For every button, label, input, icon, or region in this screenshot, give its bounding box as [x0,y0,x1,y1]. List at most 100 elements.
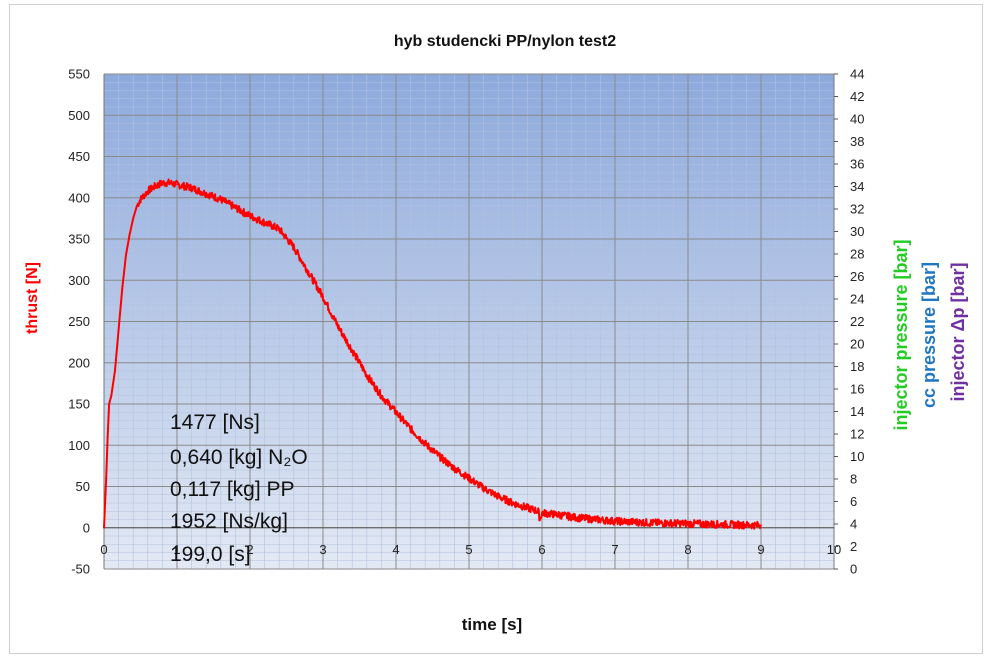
y2-axis-title-injector-pressure: injector pressure [bar] [891,239,911,430]
y2-tick-label: 14 [850,404,864,419]
x-tick-label: 5 [465,542,472,557]
series-point [511,502,514,504]
series-point [541,512,543,514]
y2-axis-title-injector-dp: injector Δp [bar] [948,263,968,402]
x-tick-label: 0 [100,542,107,557]
series-point [103,526,105,529]
x-tick-label: 7 [611,542,618,557]
y2-tick-label: 16 [850,382,864,397]
y2-tick-label: 30 [850,224,864,239]
series-point [205,192,208,195]
y-tick-label: 0 [83,520,90,535]
y-tick-label: 450 [68,149,90,164]
series-point [555,513,558,516]
series-point [110,394,113,397]
y-tick-label: 200 [68,355,90,370]
series-point [176,183,178,186]
series-point [161,182,164,184]
series-point [453,467,456,470]
y2-tick-label: 34 [850,179,864,194]
y-tick-label: -50 [71,562,90,577]
series-point [468,477,470,480]
series-point [117,328,120,331]
series-point [365,374,368,377]
y2-tick-label: 44 [850,67,864,82]
series-point [650,521,653,524]
y-axis-title: thrust [N] [24,262,41,334]
series-point [723,523,726,526]
series-point [687,522,689,525]
series-point [168,182,171,184]
series-point [307,271,310,273]
series-point [125,254,127,257]
y2-tick-label: 4 [850,517,857,532]
series-point [292,246,295,249]
y-tick-label: 350 [68,232,90,247]
series-point [278,228,281,231]
series-point [380,394,383,397]
y-tick-label: 500 [68,108,90,123]
y2-tick-label: 26 [850,269,864,284]
y-tick-label: 250 [68,314,90,329]
y2-tick-label: 20 [850,337,864,352]
series-point [526,507,529,509]
series-point [128,233,131,236]
x-axis-title: time [s] [462,615,522,634]
y-tick-label: 400 [68,190,90,205]
annotation-total-impulse: 1477 [Ns] [170,411,260,434]
series-point [322,295,324,298]
series-layer [103,178,762,530]
x-tick-labels: 0 1 2 3 4 5 6 7 8 9 10 [100,542,841,557]
series-point [497,495,500,498]
series-point [395,411,397,414]
annotation-isp-seconds: 199,0 [s] [170,543,251,566]
series-point [219,198,222,201]
x-tick-label: 2 [246,542,253,557]
series-point [121,287,124,290]
series-point [263,221,266,224]
y2-tick-label: 0 [850,562,857,577]
x-tick-label: 10 [827,542,841,557]
series-point [135,205,138,207]
y2-tick-labels: 0246810121416182022242628303234363840424… [834,67,864,577]
annotation-block: 1477 [Ns] 0,640 [kg] N₂O 0,117 [kg] PP 1… [170,411,308,566]
chart-title: hyb studencki PP/nylon test2 [394,33,616,50]
y2-tick-label: 40 [850,112,864,127]
series-point [351,349,354,352]
y-tick-label: 550 [68,67,90,82]
series-point [139,198,142,201]
series-point [438,455,441,458]
x-tick-label: 6 [538,542,545,557]
series-point [105,477,108,480]
annotation-specific-impulse: 1952 [Ns/kg] [170,510,288,533]
y2-tick-label: 32 [850,202,864,217]
y-tick-label: 150 [68,397,90,412]
series-point [108,403,111,405]
series-point [577,516,580,519]
y2-tick-label: 28 [850,247,864,262]
series-point [106,436,109,438]
y2-tick-label: 36 [850,157,864,172]
series-point [154,185,157,188]
y-tick-label: 50 [76,479,90,494]
series-point [146,190,149,193]
x-tick-label: 4 [392,542,399,557]
series-point [424,442,427,445]
y-tick-labels: -50 0 50 100 150 200 250 300 350 400 450 500 550 [68,67,90,577]
y2-tick-label: 10 [850,449,864,464]
y2-tick-label: 6 [850,494,857,509]
y2-axis-title-cc-pressure: cc pressure [bar] [919,262,939,408]
y2-tick-label: 18 [850,359,864,374]
y2-tick-label: 24 [850,292,864,307]
x-tick-label: 3 [319,542,326,557]
y2-tick-label: 38 [850,134,864,149]
x-tick-label: 9 [757,542,764,557]
series-point [538,518,541,521]
y2-tick-label: 42 [850,89,864,104]
x-tick-label: 1 [173,542,180,557]
series-point [336,324,339,327]
series-point [249,215,251,217]
y2-tick-label: 2 [850,539,857,554]
